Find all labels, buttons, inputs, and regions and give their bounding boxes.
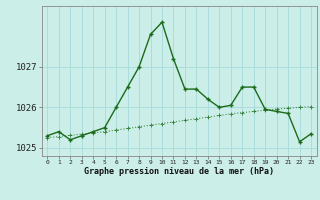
- X-axis label: Graphe pression niveau de la mer (hPa): Graphe pression niveau de la mer (hPa): [84, 167, 274, 176]
